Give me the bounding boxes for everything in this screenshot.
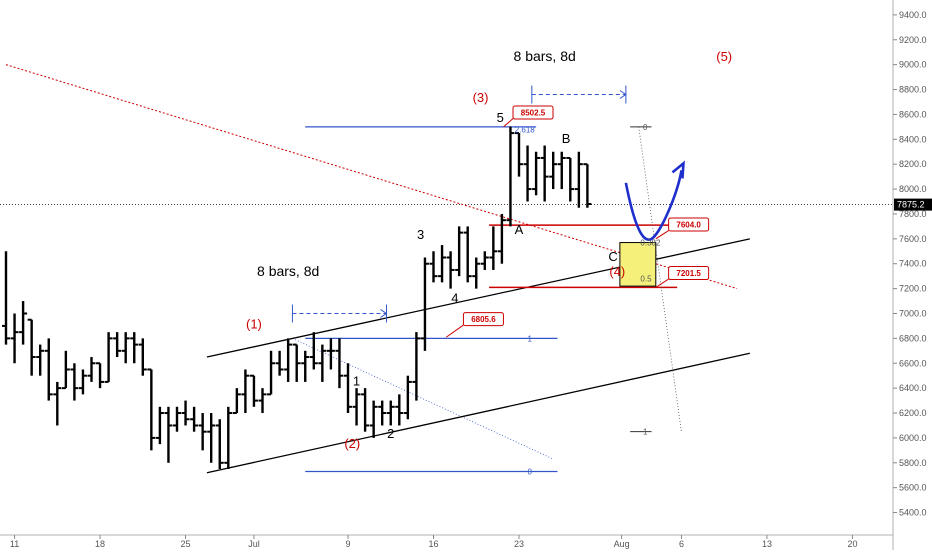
y-tick-label: 8600.0 [899,109,927,119]
wave-label: (3) [473,90,489,105]
bar-count-arrowhead [619,90,627,99]
bar-count-arrowhead [380,309,388,318]
wave-4-target-box [619,242,657,287]
price-callout-box [462,312,504,327]
last-price-label: 7875.2 [897,200,925,210]
trend-lines [5,64,750,474]
channel-lower-line [206,352,750,474]
y-tick-label: 7200.0 [899,284,927,294]
y-tick-label: 7000.0 [899,308,927,318]
wave-label: 8 bars, 8d [514,48,576,64]
fib-level-label: 0 [528,468,533,477]
y-tick-label: 5600.0 [899,483,927,493]
x-tick-label: 11 [10,539,19,549]
wave-label: A [515,222,524,237]
x-tick-label: 20 [847,539,857,549]
y-tick-label: 7600.0 [899,234,927,244]
callout-pointer [503,118,514,128]
x-tick-label: 13 [762,539,772,549]
x-tick-label: 18 [95,539,105,549]
fib-level-label: 1 [528,334,533,343]
x-tick-label: Jul [248,539,260,549]
price-callout-text: 7201.5 [676,269,701,278]
y-tick-label: 6200.0 [899,408,927,418]
price-callout-text: 7604.0 [676,221,701,230]
projection-arrow [624,170,683,241]
y-tick-label: 8400.0 [899,134,927,144]
callout-pointer [446,324,464,338]
x-tick-label: 16 [428,539,438,549]
y-tick-label: 6400.0 [899,383,927,393]
x-tick-label: 6 [679,539,684,549]
overlays: 8502.5 6805.6 7604.0 7201.5 [446,105,710,338]
price-callout-text: 6805.6 [471,315,496,324]
wave-labels: 2.618 1 0 0 0.382 0.5 1 8 bars, 8d 8 bars, 8d (1)… [246,48,732,477]
y-tick-label: 5800.0 [899,458,927,468]
wave-label: (5) [716,49,732,64]
wave-label: C [608,249,617,264]
y-tick-label: 6600.0 [899,358,927,368]
callout-pointer [655,278,669,288]
y-tick-label: 8200.0 [899,159,927,169]
fib-level-label: 0.382 [640,239,661,248]
y-tick-label: 6000.0 [899,433,927,443]
wave-label: 1 [353,374,360,389]
fib-level-label: 2.618 [515,125,536,134]
fib-tool-diagonal [638,126,682,432]
wave-label: (2) [344,436,360,451]
last-price-tag [894,198,932,211]
price-callout-box [668,266,710,281]
y-tick-label: 7400.0 [899,259,927,269]
y-tick-label: 7800.0 [899,209,927,219]
y-tick-label: 6800.0 [899,333,927,343]
price-callout-text: 8502.5 [521,109,546,118]
channel-upper-line [206,238,750,358]
projection-arrowhead [671,160,685,179]
wave-label: 4 [451,290,458,305]
price-callout-box [512,105,554,120]
wave-label: B [562,131,571,146]
x-tick-label: Aug [614,539,630,549]
fib-level-label: 0.5 [640,275,652,284]
wave-label: 8 bars, 8d [257,263,319,279]
red-dotted-trendline [5,64,738,290]
ohlc-bars [2,126,592,470]
x-tick-label: 25 [181,539,191,549]
x-tick-label: 23 [514,539,524,549]
wave-label: 3 [417,227,424,242]
wave-label: (1) [246,316,262,331]
wave-label: 5 [497,110,504,125]
x-tick-label: 9 [345,539,350,549]
y-tick-label: 8800.0 [899,85,927,95]
y-tick-label: 9400.0 [899,10,927,20]
price-callout-box [668,217,710,232]
callout-pointer [655,230,669,240]
y-tick-label: 8000.0 [899,184,927,194]
y-tick-label: 5400.0 [899,508,927,518]
y-tick-label: 9000.0 [899,60,927,70]
y-tick-label: 9200.0 [899,35,927,45]
wave-label: 2 [387,426,394,441]
fib-level-label: 1 [643,428,648,437]
fib-level-label: 0 [643,123,648,132]
wave-label: (4) [609,264,625,279]
